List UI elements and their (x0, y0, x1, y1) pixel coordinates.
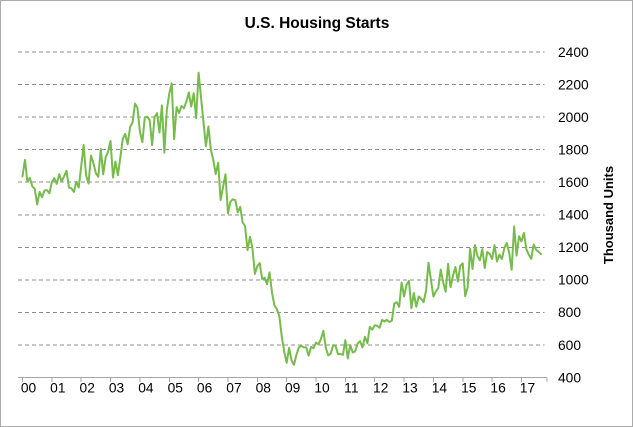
x-tick-label: 09 (285, 381, 301, 396)
x-tick-label: 00 (21, 381, 37, 396)
x-tick-label: 11 (344, 381, 358, 396)
y-tick-label: 600 (558, 338, 581, 353)
x-tick-label: 02 (80, 381, 95, 396)
y-axis-title: Thousand Units (601, 166, 616, 264)
x-tick-label: 01 (50, 381, 65, 396)
y-tick-label: 800 (558, 305, 581, 320)
y-tick-label: 1000 (558, 273, 589, 288)
x-tick-label: 16 (490, 381, 506, 396)
gridlines (18, 51, 545, 346)
y-tick-label: 1600 (558, 175, 589, 190)
x-tick-label: 13 (402, 381, 418, 396)
series-group (21, 71, 543, 366)
x-tick-label: 06 (197, 381, 213, 396)
chart-title: U.S. Housing Starts (245, 15, 390, 32)
y-tick-label: 2200 (558, 77, 589, 92)
y-tick-label: 1800 (558, 143, 589, 158)
y-tick-label: 400 (558, 370, 581, 385)
y-tick-label: 2000 (558, 110, 589, 125)
x-tick-label: 14 (432, 381, 448, 396)
x-axis-tick-labels: 00 01 02 03 04 05 06 07 08 09 10 11 12 13 14 15 16 17 (21, 381, 535, 396)
x-tick-label: 12 (373, 381, 388, 396)
x-tick-label: 07 (226, 381, 241, 396)
x-tick-label: 03 (109, 381, 125, 396)
y-axis-tick-labels: 400 600 800 1000 1200 1400 1600 1800 2000 2200 240… (558, 45, 589, 385)
x-axis (18, 377, 548, 382)
x-tick-label: 08 (256, 381, 272, 396)
x-tick-label: 17 (520, 381, 535, 396)
x-tick-label: 05 (168, 381, 184, 396)
y-tick-label: 1400 (558, 208, 589, 223)
x-tick-label: 10 (314, 381, 330, 396)
y-tick-label: 1200 (558, 240, 589, 255)
y-tick-label: 2400 (558, 45, 589, 60)
x-tick-label: 15 (461, 381, 477, 396)
x-tick-label: 04 (138, 381, 154, 396)
housing-starts-line (21, 71, 543, 366)
